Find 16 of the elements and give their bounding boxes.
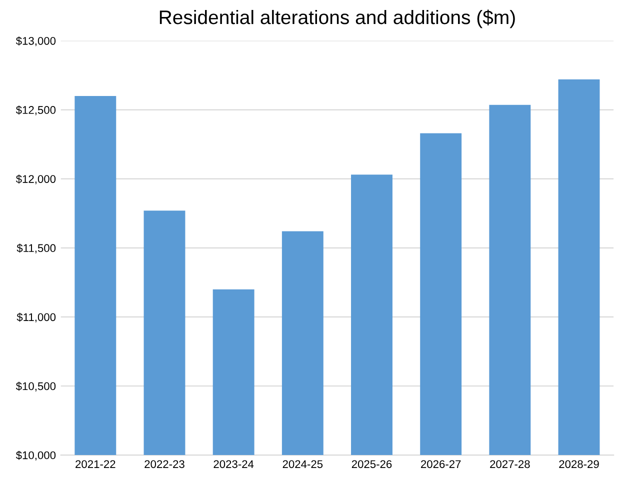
x-tick-label: 2026-27: [421, 460, 461, 468]
y-tick-label: $12,000: [16, 174, 56, 184]
y-tick-label: $11,000: [16, 312, 56, 322]
y-tick-label: $12,500: [16, 106, 56, 116]
x-tick-label: 2025-26: [352, 460, 392, 468]
y-tick-label: $10,500: [16, 382, 56, 392]
x-tick-label: 2021-22: [76, 460, 116, 468]
y-tick-label: $11,500: [16, 244, 56, 254]
x-tick-label: 2023-24: [214, 460, 254, 468]
chart-title: Residential alterations and additions ($m): [160, 10, 515, 28]
y-tick-label: $10,000: [16, 450, 56, 460]
x-tick-label: 2022-23: [144, 460, 184, 468]
x-tick-label: 2024-25: [282, 460, 323, 468]
y-tick-label: $13,000: [16, 36, 56, 46]
x-tick-label: 2027-28: [490, 460, 530, 468]
x-tick-label: 2028-29: [559, 460, 599, 468]
